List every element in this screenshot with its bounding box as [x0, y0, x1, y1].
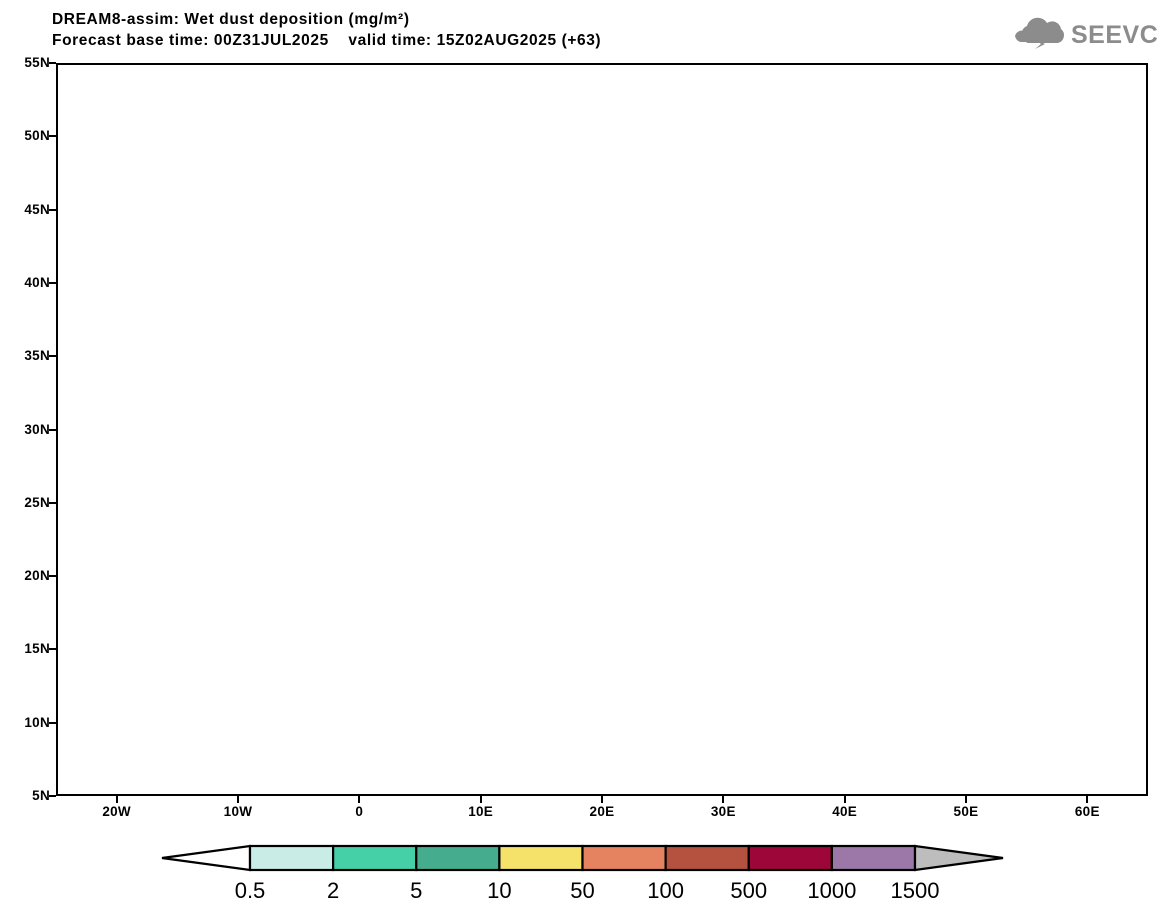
colorbar-block-3	[498, 844, 584, 872]
colorbar-tick-50: 50	[570, 878, 595, 903]
seevccc-logo: SEEVCCC	[997, 12, 1165, 52]
x-axis-tick	[601, 796, 603, 803]
y-axis-label-30N: 30N	[24, 421, 50, 437]
x-axis-label-60E: 60E	[1074, 804, 1100, 819]
y-axis-tick	[49, 135, 56, 138]
y-axis-tick	[49, 62, 56, 64]
colorbar-tick-1000: 1000	[807, 878, 857, 903]
chart-title: DREAM8-assim: Wet dust deposition (mg/m²…	[52, 11, 410, 28]
y-axis-label-15N: 15N	[24, 641, 50, 657]
y-axis-label-50N: 50N	[24, 128, 50, 144]
colorbar-block-2	[415, 844, 501, 872]
colorbar-block-1	[332, 844, 418, 872]
x-axis-tick	[358, 796, 361, 803]
x-axis-label-30E: 30E	[710, 804, 736, 819]
x-axis-label-20E: 20E	[589, 804, 615, 819]
colorbar-tick-500: 500	[730, 878, 768, 903]
x-axis-tick	[965, 796, 967, 803]
colorbar-tick-1500: 1500	[890, 878, 940, 903]
map-plot-area	[56, 63, 1148, 796]
colorbar-tick-5: 5	[410, 878, 423, 903]
y-axis-label-45N: 45N	[24, 201, 50, 217]
colorbar-tick-100: 100	[647, 878, 684, 903]
logo-text: SEEVCCC	[1071, 21, 1159, 49]
x-axis-tick	[722, 796, 725, 803]
colorbar-tick-0.5: 0.5	[234, 878, 266, 903]
y-axis-tick	[49, 208, 56, 211]
colorbar-extend-min	[161, 844, 252, 872]
x-axis-tick	[1086, 796, 1089, 803]
y-axis-tick	[49, 721, 56, 724]
x-axis-label-0: 0	[355, 804, 364, 819]
y-axis-tick	[49, 795, 56, 797]
colorbar-extend-max	[913, 844, 1004, 872]
y-axis-tick	[49, 281, 56, 284]
y-axis-label-10N: 10N	[24, 714, 50, 730]
y-axis-label-35N: 35N	[24, 348, 50, 364]
colorbar-tick-2: 2	[327, 878, 340, 903]
y-axis-tick	[49, 428, 56, 431]
colorbar-block-5	[664, 844, 750, 872]
x-axis-label-50E: 50E	[953, 804, 979, 819]
chart-header: DREAM8-assim: Wet dust deposition (mg/m²…	[0, 0, 1165, 60]
x-axis-label-40E: 40E	[832, 804, 858, 819]
y-axis-tick	[49, 648, 56, 651]
colorbar-block-0	[248, 844, 335, 872]
y-axis-tick	[49, 575, 56, 578]
cloud-icon	[1015, 17, 1065, 49]
x-axis-tick	[115, 796, 118, 803]
x-axis-tick	[843, 796, 846, 803]
logo-svg: SEEVCCC	[1015, 17, 1165, 49]
plot-frame	[56, 63, 1148, 796]
x-axis-label-10E: 10E	[468, 804, 494, 819]
x-axis-tick	[237, 796, 239, 803]
y-axis-label-55N: 55N	[24, 55, 50, 70]
colorbar-swatches	[161, 844, 1004, 872]
colorbar-block-7	[830, 844, 917, 872]
x-axis-label-10W: 10W	[223, 804, 253, 819]
y-axis-tick	[49, 355, 56, 358]
y-axis-label-40N: 40N	[24, 274, 50, 290]
y-axis-tick	[49, 501, 56, 504]
y-axis-label-20N: 20N	[24, 568, 50, 584]
y-axis-label-5N: 5N	[32, 788, 50, 803]
colorbar-block-6	[747, 844, 833, 872]
colorbar-tick-10: 10	[487, 878, 512, 903]
x-axis-tick	[479, 796, 482, 803]
x-axis-label-20W: 20W	[102, 804, 131, 819]
y-axis-label-25N: 25N	[24, 494, 50, 510]
chart-subtitle: Forecast base time: 00Z31JUL2025 valid t…	[52, 32, 602, 49]
colorbar-block-4	[581, 844, 667, 872]
colorbar: 0.5 2 5 10 50 100 500 1000 1500	[0, 840, 1165, 907]
